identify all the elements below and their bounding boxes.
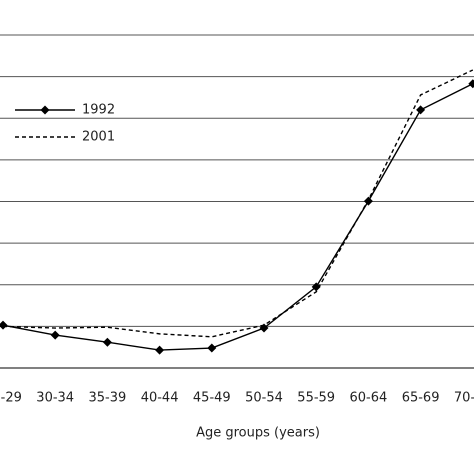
x-tick-label: 55-59 bbox=[297, 391, 335, 406]
x-tick-label: 65-69 bbox=[402, 391, 440, 406]
x-tick-label: 50-54 bbox=[245, 391, 283, 406]
legend-label: 1992 bbox=[82, 103, 115, 118]
x-tick-label: 45-49 bbox=[193, 391, 231, 406]
x-tick-label: 30-34 bbox=[36, 391, 74, 406]
point-marker bbox=[468, 79, 474, 89]
point-marker bbox=[102, 337, 112, 347]
series-line bbox=[2, 83, 474, 351]
point-marker bbox=[311, 282, 321, 292]
x-tick-label: 35-39 bbox=[89, 391, 127, 406]
point-marker bbox=[50, 330, 60, 340]
point-marker bbox=[155, 345, 165, 355]
x-tick-label: 70-74 bbox=[454, 391, 474, 406]
series-line bbox=[2, 69, 474, 338]
point-marker bbox=[0, 320, 8, 330]
x-axis-label: Age groups (years) bbox=[196, 426, 320, 441]
legend-marker bbox=[40, 105, 50, 115]
x-tick-label: 60-64 bbox=[350, 391, 388, 406]
point-marker bbox=[416, 105, 426, 115]
x-tick-label: 40-44 bbox=[141, 391, 179, 406]
legend-label: 2001 bbox=[82, 130, 115, 145]
point-marker bbox=[207, 343, 217, 353]
x-tick-label: 25-29 bbox=[0, 391, 22, 406]
